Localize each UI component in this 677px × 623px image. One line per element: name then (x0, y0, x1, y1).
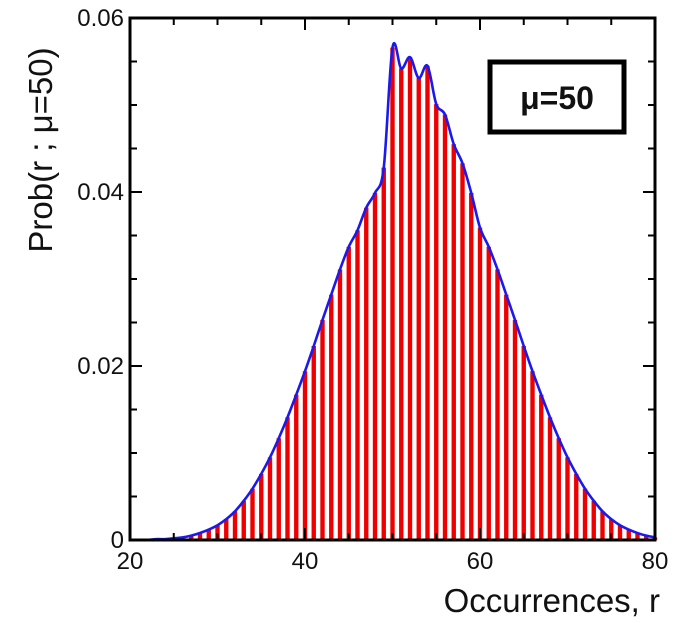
histogram-bar (364, 207, 369, 540)
x-tick-label: 40 (292, 548, 319, 575)
y-tick-label: 0.06 (77, 5, 124, 32)
histogram-bar (547, 417, 553, 540)
histogram-bar (626, 529, 631, 540)
histogram-bar (600, 511, 605, 540)
histogram-bar (302, 371, 308, 540)
histogram-bar (407, 57, 413, 541)
histogram-bar (425, 65, 430, 540)
histogram-bar (215, 525, 220, 540)
axis-ticks (129, 17, 656, 541)
histogram-bar (311, 345, 316, 540)
histogram-bar (390, 47, 395, 540)
x-axis-label: Occurrences, r (444, 582, 660, 619)
histogram-bar (539, 394, 544, 540)
y-tick-label: 0 (111, 527, 124, 554)
x-tick-label: 60 (467, 548, 494, 575)
histogram-bar (329, 294, 334, 540)
histogram-bar (294, 394, 299, 540)
annotation-text: μ=50 (520, 80, 594, 116)
histogram-bar (486, 246, 491, 540)
histogram-bar (556, 438, 561, 540)
histogram-bar (250, 488, 255, 540)
histogram-bar (276, 438, 281, 540)
histogram-bar (434, 104, 439, 540)
x-tick-label: 20 (117, 548, 144, 575)
histogram-bar (617, 525, 623, 540)
histogram-bar (442, 114, 448, 540)
histogram-bar (644, 535, 649, 540)
histogram-bar (521, 345, 526, 540)
histogram-bar (477, 227, 483, 541)
histogram-bars (154, 47, 658, 541)
histogram-bar (267, 457, 273, 540)
histogram-bar (320, 319, 325, 540)
histogram-bar (530, 371, 535, 540)
histogram-bar (337, 269, 343, 540)
histogram-bar (355, 230, 360, 540)
histogram-bar (224, 519, 229, 540)
histogram-bar (241, 500, 246, 540)
histogram-bar (582, 488, 588, 540)
histogram-bar (574, 473, 579, 540)
histogram-bar (381, 167, 386, 540)
histogram-bar (512, 319, 518, 540)
histogram-bar (399, 68, 404, 541)
histogram-bar (635, 533, 640, 540)
x-tick-labels: 20 40 60 80 (117, 548, 669, 575)
annotation-frame (487, 59, 627, 135)
histogram-bar (565, 457, 570, 540)
histogram-bar (372, 192, 378, 540)
histogram-bar (189, 535, 194, 540)
histogram-bar (609, 519, 614, 540)
histogram-bar (416, 78, 421, 540)
y-tick-label: 0.04 (77, 179, 124, 206)
histogram-bar (451, 144, 456, 540)
histogram-bar (460, 163, 465, 541)
histogram-bar (285, 417, 290, 540)
histogram-bar (232, 511, 238, 540)
histogram-bar (469, 192, 474, 540)
histogram-bar (591, 500, 596, 540)
y-axis-label: Prob(r ; μ=50) (22, 47, 59, 252)
histogram-bar (197, 533, 203, 540)
fit-curve (130, 42, 656, 542)
histogram-bar (259, 473, 264, 540)
histogram-bar (495, 269, 500, 540)
y-tick-label: 0.02 (77, 353, 124, 380)
histogram-bar (206, 529, 211, 540)
annotation-box: μ=50 (487, 59, 627, 135)
x-tick-label: 80 (642, 548, 669, 575)
histogram-bar (346, 246, 351, 540)
histogram-bar (504, 294, 509, 540)
y-tick-labels: 0 0.02 0.04 0.06 (77, 5, 124, 554)
